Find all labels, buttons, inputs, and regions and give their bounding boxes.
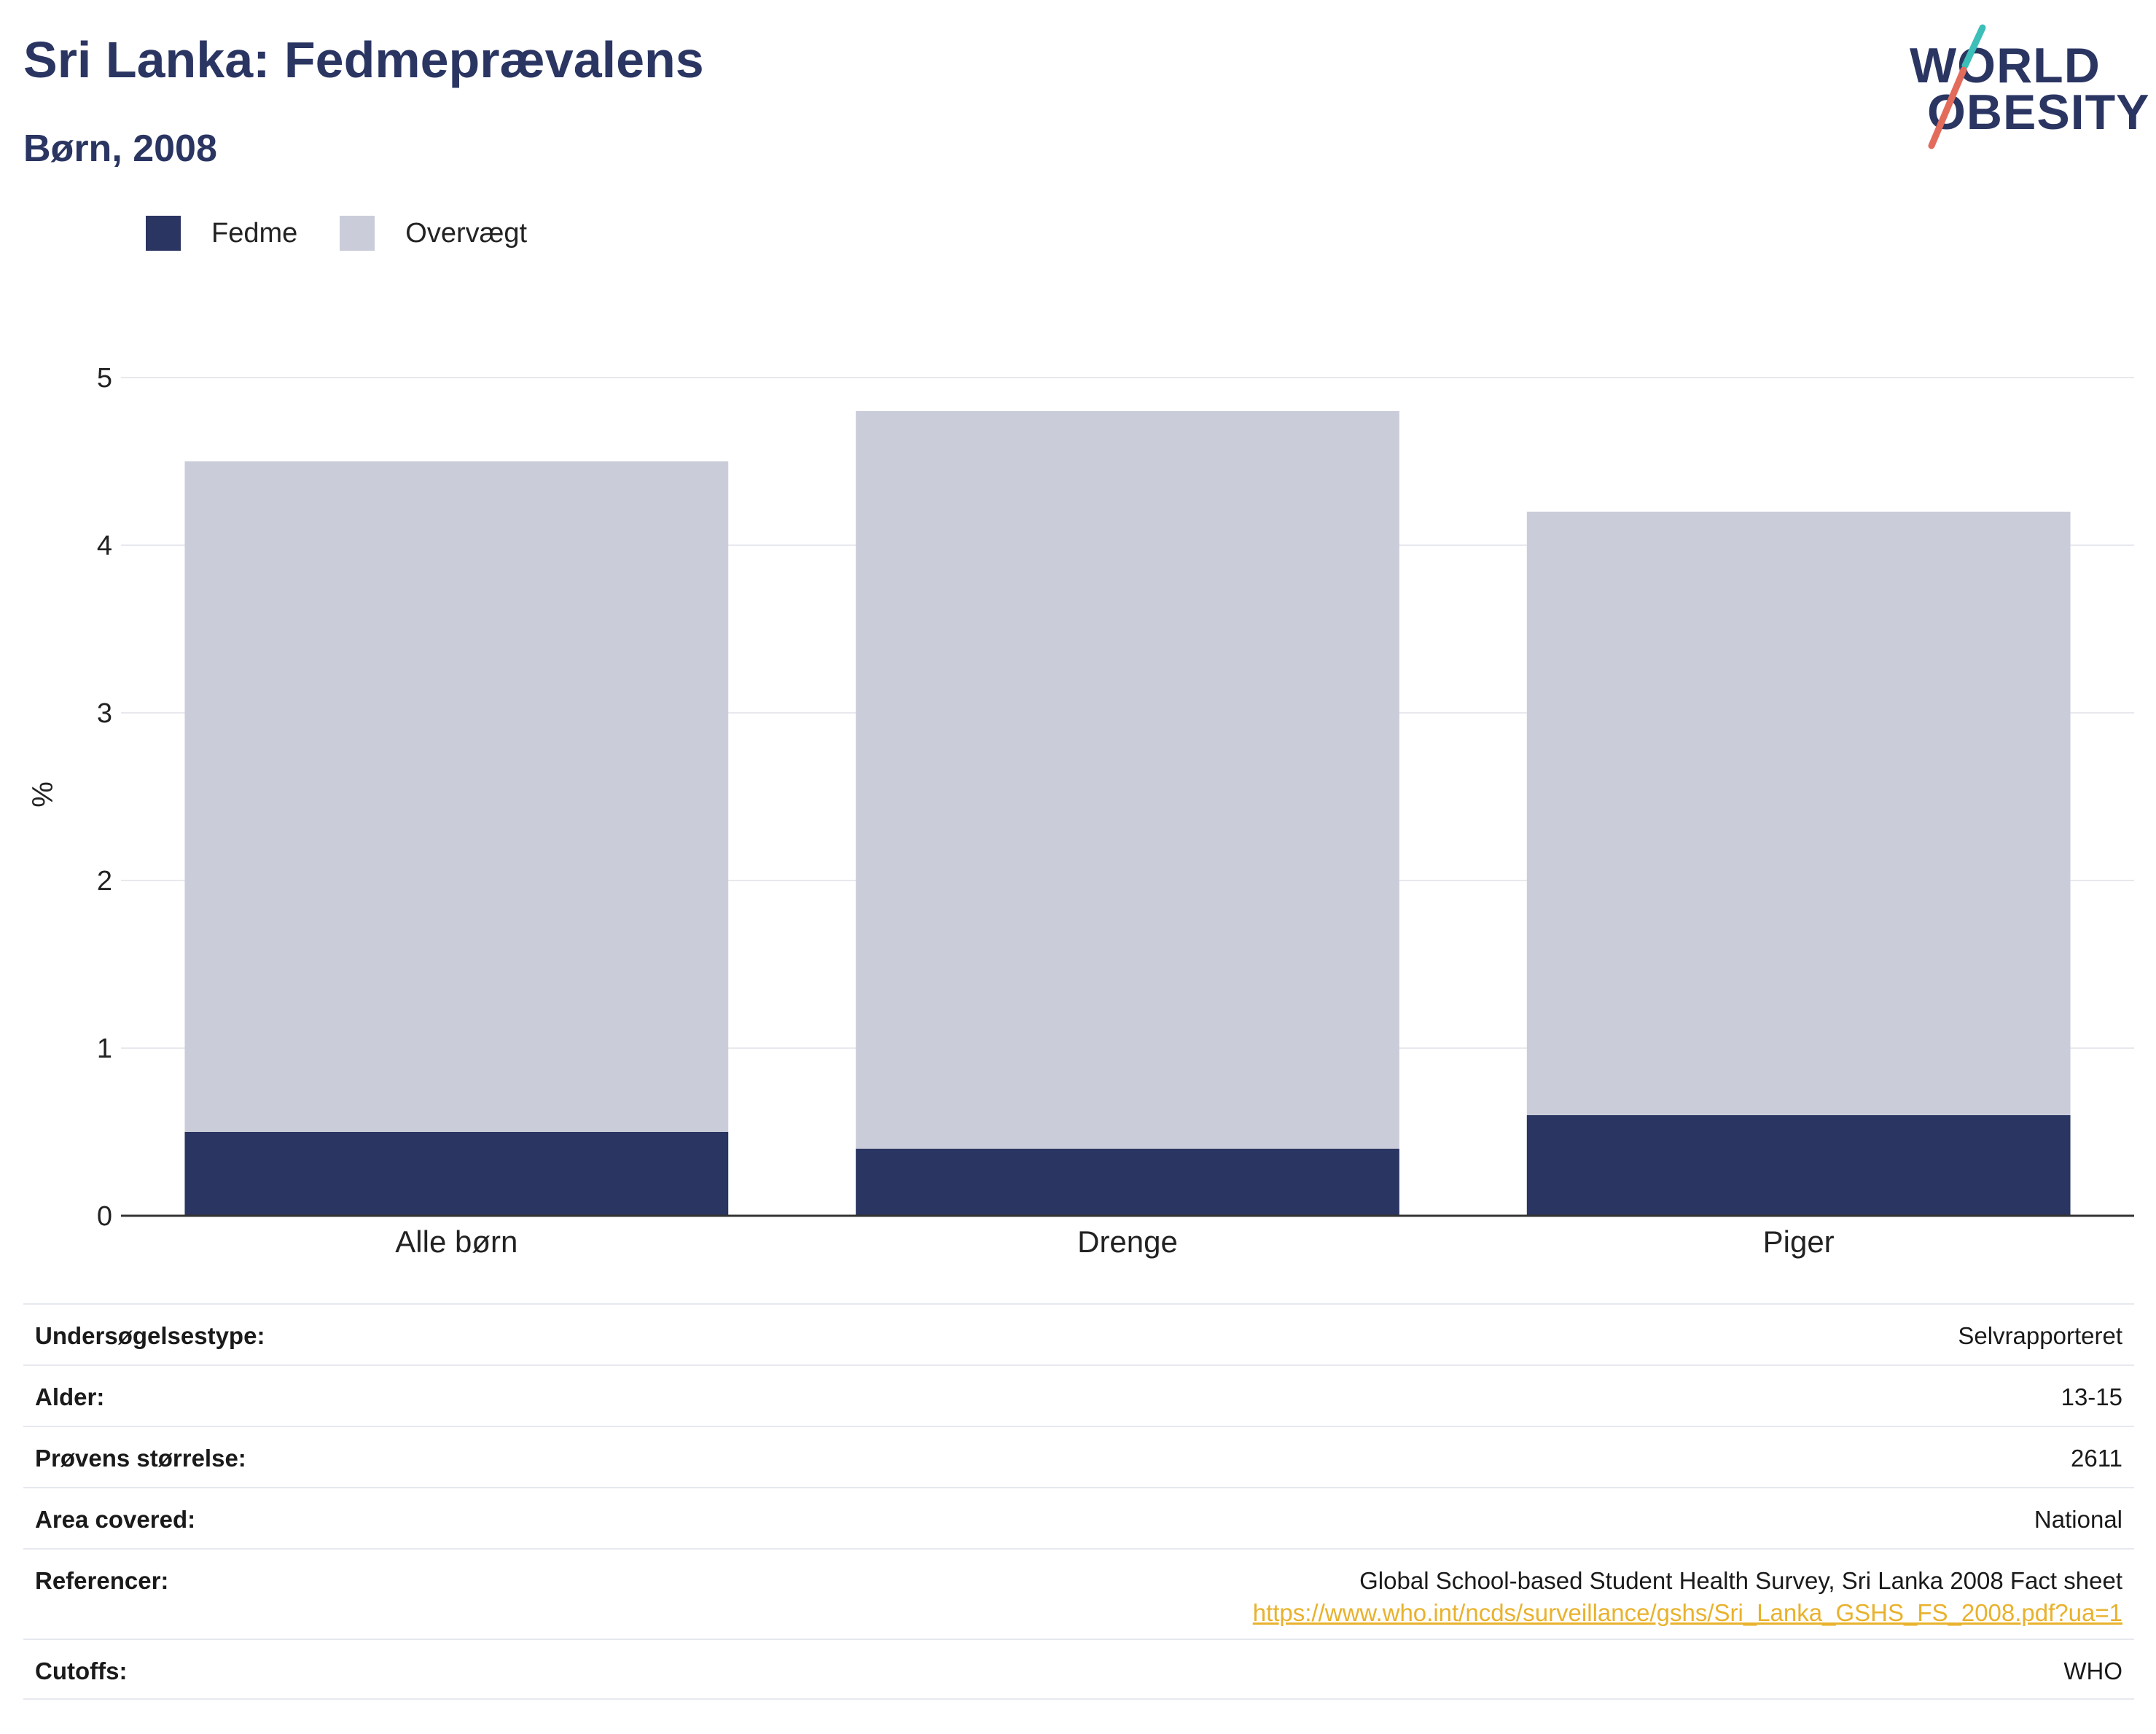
- logo-text-line1: WORLD: [1910, 38, 2101, 93]
- world-obesity-logo: WORLD OBESITY: [1902, 22, 2149, 153]
- legend-label-fedme: Fedme: [211, 217, 298, 249]
- info-value-references: Global School-based Student Health Surve…: [1253, 1567, 2122, 1627]
- info-row-sample-size: Prøvens størrelse: 2611: [23, 1426, 2134, 1487]
- info-label: Prøvens størrelse:: [35, 1445, 246, 1472]
- info-value: 13-15: [2061, 1383, 2122, 1410]
- x-tick-label: Drenge: [1077, 1225, 1178, 1259]
- legend-label-overvaegt: Overvægt: [405, 217, 528, 249]
- legend-item-fedme[interactable]: Fedme: [146, 216, 297, 251]
- bar-overv-gt: [184, 461, 729, 1132]
- bar-chart: 0 1 2 3 4 5% Alle børn Drenge Piger: [27, 363, 2134, 1259]
- reference-text: Global School-based Student Health Surve…: [1359, 1567, 2122, 1594]
- info-row-cutoffs: Cutoffs: WHO: [23, 1639, 2134, 1700]
- bar-overv-gt: [1526, 512, 2071, 1115]
- legend-swatch-fedme: [146, 216, 181, 251]
- info-value: WHO: [2063, 1657, 2122, 1684]
- y-tick-label: 2: [97, 866, 112, 897]
- y-tick-label: 5: [97, 363, 112, 394]
- info-row-age: Alder: 13-15: [23, 1364, 2134, 1426]
- y-tick-label: 4: [97, 531, 112, 561]
- x-tick-label: Alle børn: [395, 1225, 517, 1259]
- info-value: National: [2034, 1506, 2122, 1533]
- legend-item-overvaegt[interactable]: Overvægt: [340, 216, 527, 251]
- bar-fedme: [1526, 1115, 2071, 1216]
- logo-slash-icon: [1928, 24, 1986, 149]
- info-label: Alder:: [35, 1383, 105, 1410]
- info-value: Selvrapporteret: [1958, 1322, 2122, 1349]
- info-label: Undersøgelsestype:: [35, 1322, 265, 1349]
- reference-link[interactable]: https://www.who.int/ncds/surveillance/gs…: [1252, 1599, 2122, 1626]
- info-label: Cutoffs:: [35, 1657, 128, 1684]
- bar-overv-gt: [856, 411, 1399, 1149]
- legend-swatch-overvaegt: [340, 216, 375, 251]
- bar-fedme: [856, 1149, 1399, 1216]
- bar-fedme: [184, 1132, 729, 1216]
- info-row-survey-type: Undersøgelsestype: Selvrapporteret: [23, 1303, 2134, 1364]
- info-label: Area covered:: [35, 1506, 196, 1533]
- logo-text-line2: OBESITY: [1927, 85, 2150, 140]
- chart-legend: Fedme Overvægt: [146, 216, 569, 251]
- info-row-area-covered: Area covered: National: [23, 1487, 2134, 1548]
- y-tick-label: 3: [97, 698, 112, 729]
- info-row-references: Referencer: Global School-based Student …: [23, 1548, 2134, 1639]
- x-tick-label: Piger: [1763, 1225, 1835, 1259]
- metadata-table: Undersøgelsestype: Selvrapporteret Alder…: [23, 1303, 2134, 1700]
- info-label: Referencer:: [35, 1567, 169, 1594]
- y-tick-label: 1: [97, 1034, 112, 1064]
- chart-subtitle: Børn, 2008: [23, 128, 217, 170]
- info-value: 2611: [2071, 1445, 2122, 1472]
- chart-title: Sri Lanka: Fedmeprævalens: [23, 31, 704, 88]
- y-axis-label: %: [27, 781, 59, 808]
- y-tick-label: 0: [97, 1201, 112, 1232]
